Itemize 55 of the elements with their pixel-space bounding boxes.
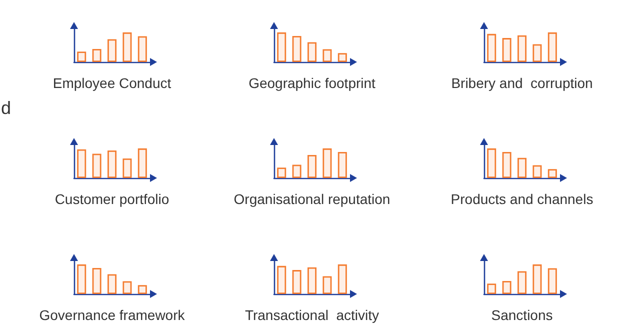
text: d bbox=[1, 98, 12, 118]
bar bbox=[548, 268, 557, 294]
x-axis-title: Governance framework bbox=[39, 307, 186, 323]
bar bbox=[122, 158, 132, 178]
bar bbox=[308, 267, 316, 294]
bar bbox=[518, 271, 526, 294]
bar bbox=[548, 32, 557, 62]
bar bbox=[77, 264, 86, 294]
x-axis-title: Bribery and corruption bbox=[451, 75, 593, 91]
bar bbox=[292, 36, 302, 62]
bar bbox=[322, 276, 332, 294]
bar bbox=[108, 39, 116, 62]
bar bbox=[322, 49, 332, 62]
bar bbox=[548, 169, 557, 178]
bar bbox=[338, 152, 347, 178]
bar bbox=[122, 32, 132, 62]
bar bbox=[108, 150, 116, 178]
bar bbox=[138, 36, 147, 62]
bar bbox=[77, 149, 86, 178]
bar bbox=[277, 32, 286, 62]
bar bbox=[338, 53, 347, 62]
x-axis-title: Organisational reputation bbox=[234, 191, 390, 207]
bar bbox=[277, 168, 286, 178]
x-axis-title: Transactional activity bbox=[244, 307, 380, 323]
bar bbox=[532, 165, 542, 178]
bar bbox=[502, 38, 512, 62]
bar bbox=[518, 158, 526, 178]
bar bbox=[92, 48, 102, 62]
x-axis-title: Sanctions bbox=[491, 307, 553, 323]
x-axis-title: Products and channels bbox=[450, 191, 594, 207]
bar bbox=[292, 270, 302, 294]
bar bbox=[518, 35, 526, 62]
bar bbox=[502, 152, 512, 178]
bar bbox=[292, 164, 302, 178]
x-axis-title: Employee Conduct bbox=[52, 75, 172, 91]
x-axis-title: Geographic footprint bbox=[248, 75, 376, 91]
bar bbox=[502, 280, 512, 294]
bar bbox=[122, 281, 132, 294]
bar bbox=[138, 148, 147, 178]
bar bbox=[338, 264, 347, 294]
bar bbox=[308, 154, 316, 178]
bar bbox=[487, 284, 496, 294]
bar bbox=[532, 44, 542, 62]
bar bbox=[308, 42, 316, 62]
bar bbox=[322, 148, 332, 178]
bar bbox=[92, 268, 102, 294]
bar bbox=[487, 148, 496, 178]
x-axis-title: Customer portfolio bbox=[54, 191, 170, 207]
bar bbox=[138, 285, 147, 294]
bar bbox=[277, 266, 286, 294]
bar bbox=[92, 154, 102, 178]
bar bbox=[532, 264, 542, 294]
bar bbox=[77, 52, 86, 62]
bar bbox=[487, 34, 496, 62]
bar bbox=[108, 274, 116, 294]
